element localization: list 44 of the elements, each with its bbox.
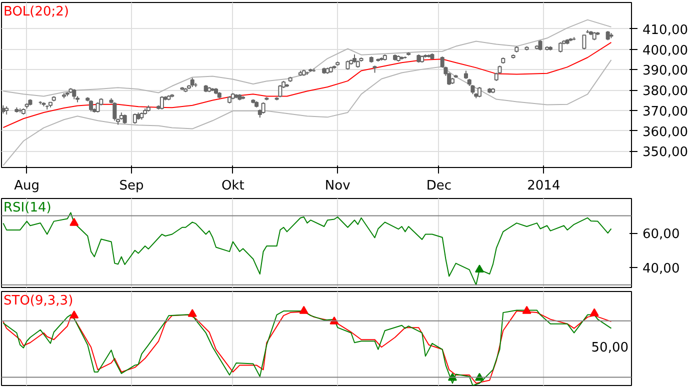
y-tick-label: 350,00 bbox=[642, 145, 688, 160]
candlestick bbox=[538, 40, 542, 51]
candlestick bbox=[346, 60, 350, 70]
line-series bbox=[2, 19, 612, 97]
annotation: 50,00 bbox=[591, 340, 628, 356]
y-tick-label: 370,00 bbox=[642, 104, 688, 120]
point bbox=[522, 306, 532, 314]
candlestick bbox=[132, 113, 137, 124]
y-tick-label: 410,00 bbox=[642, 22, 688, 38]
line-series bbox=[2, 212, 612, 286]
candlestick bbox=[558, 42, 563, 53]
x-tick-label: Aug bbox=[14, 178, 40, 194]
chart-title: RSI(14) bbox=[4, 200, 52, 216]
candlestick bbox=[477, 86, 482, 98]
point bbox=[299, 306, 308, 314]
x-tick-label: 2014 bbox=[527, 178, 560, 194]
y-tick-label: 360,00 bbox=[642, 124, 688, 140]
point bbox=[188, 308, 197, 317]
x-tick-label: Nov bbox=[324, 178, 351, 194]
chart-title: BOL(20;2) bbox=[4, 4, 70, 20]
line-series bbox=[2, 42, 612, 128]
candlestick bbox=[278, 84, 282, 98]
x-tick-label: Dec bbox=[426, 178, 452, 194]
y-tick-label: 390,00 bbox=[642, 64, 688, 79]
y-tick-label: 40,00 bbox=[642, 262, 680, 277]
candlestick bbox=[96, 102, 100, 113]
line-series bbox=[2, 59, 612, 166]
candlestick bbox=[88, 100, 94, 112]
candlestick bbox=[72, 88, 76, 100]
y-tick-label: 380,00 bbox=[642, 84, 688, 100]
point bbox=[590, 308, 599, 316]
candlestick bbox=[160, 96, 164, 110]
candlestick bbox=[112, 102, 117, 122]
x-tick-label: Okt bbox=[221, 178, 244, 194]
candlestick bbox=[582, 34, 586, 50]
candlestick bbox=[122, 114, 127, 124]
candlestick bbox=[190, 77, 194, 88]
point bbox=[70, 310, 79, 318]
candlestick bbox=[606, 30, 610, 41]
candlestick bbox=[261, 102, 266, 114]
x-tick-label: Sep bbox=[119, 178, 144, 194]
chart-title: STO(9,3,3) bbox=[4, 294, 74, 308]
y-tick-label: 400,00 bbox=[642, 43, 688, 58]
y-tick-label: 60,00 bbox=[642, 227, 680, 242]
